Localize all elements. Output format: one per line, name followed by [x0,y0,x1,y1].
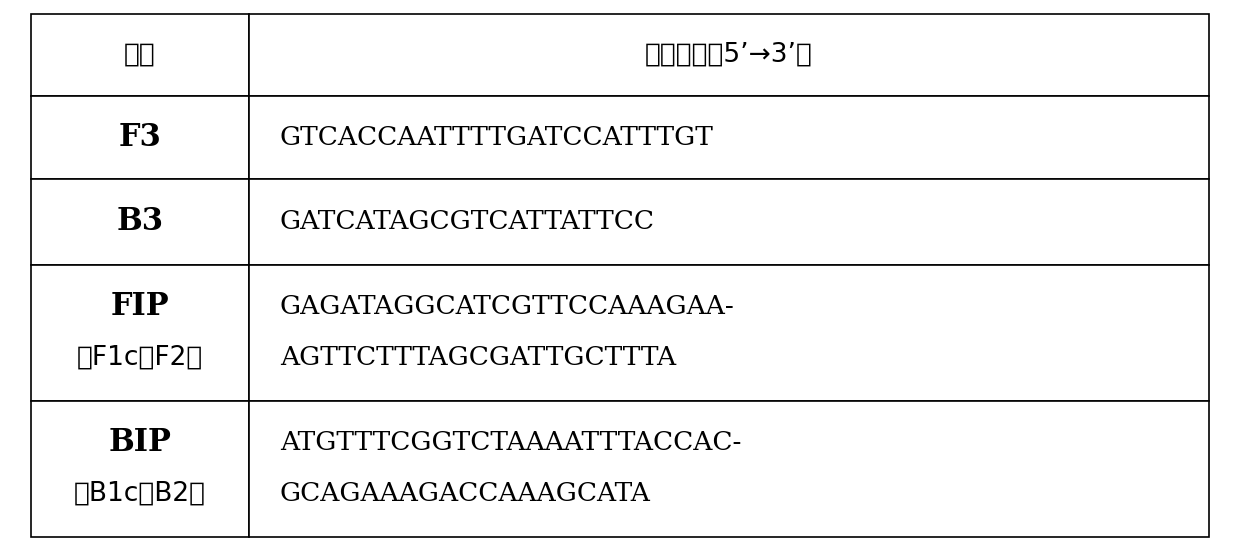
Bar [249,14,1209,96]
Text: BIP: BIP [109,426,171,457]
Text: 引物: 引物 [124,42,156,68]
Bar [249,401,1209,537]
Text: GTCACCAATTTTGATCCATTTGT: GTCACCAATTTTGATCCATTTGT [280,125,714,150]
Text: 引物系列（5’→3’）: 引物系列（5’→3’） [645,42,813,68]
Text: GAGATAGGCATCGTTCCAAAGAA-: GAGATAGGCATCGTTCCAAAGAA- [280,294,734,318]
Text: F3: F3 [119,122,161,153]
Bar [249,265,1209,401]
Bar [31,401,249,537]
Bar [31,14,249,96]
Text: FIP: FIP [110,290,170,321]
Bar [31,265,249,401]
Text: GATCATAGCGTCATTATTCC: GATCATAGCGTCATTATTCC [280,209,655,234]
Bar [249,179,1209,265]
Text: AGTTCTTTAGCGATTGCTTTA: AGTTCTTTAGCGATTGCTTTA [280,345,676,370]
Bar [31,179,249,265]
Bar [31,96,249,179]
Text: GCAGAAAGACCAAAGCATA: GCAGAAAGACCAAAGCATA [280,481,651,506]
Bar [249,96,1209,179]
Text: （F1c＋F2）: （F1c＋F2） [77,345,203,371]
Text: （B1c＋B2）: （B1c＋B2） [74,480,206,507]
Text: B3: B3 [117,207,164,237]
Text: ATGTTTCGGTCTAAAATTTACCAC-: ATGTTTCGGTCTAAAATTTACCAC- [280,430,742,455]
